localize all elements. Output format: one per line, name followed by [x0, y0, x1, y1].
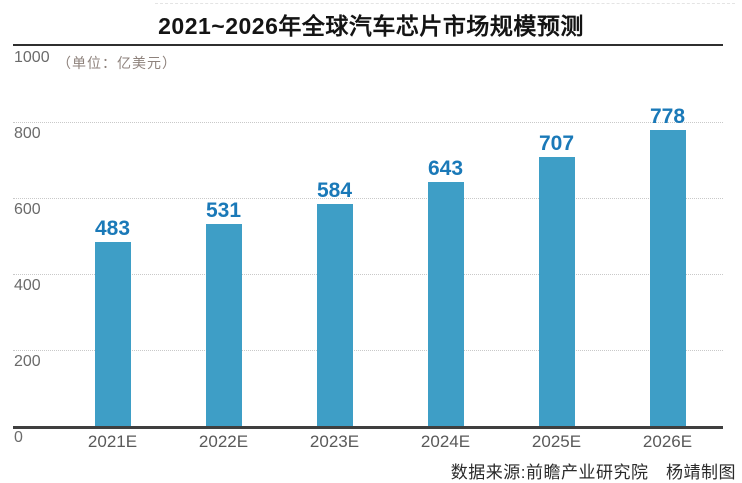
bar-2024E [427, 181, 464, 426]
bar-slot-2023E: 584 [279, 46, 390, 426]
bar-slot-2021E: 483 [57, 46, 168, 426]
x-tick-label-2025E: 2025E [531, 432, 582, 451]
gridline-200 [13, 350, 723, 351]
bar-slot-2025E: 707 [501, 46, 612, 426]
bar-value-label-2022E: 531 [205, 199, 242, 223]
source-note: 数据来源:前瞻产业研究院 杨靖制图 [450, 463, 736, 482]
bar-slot-2026E: 778 [612, 46, 723, 426]
chart-title: 2021~2026年全球汽车芯片市场规模预测 [158, 13, 584, 39]
x-tick-label-2021E: 2021E [87, 432, 138, 451]
bar-2023E [316, 204, 353, 426]
y-tick-label-200: 200 [14, 353, 41, 370]
bar-value-label-2023E: 584 [316, 179, 353, 202]
bar-slot-2024E: 643 [390, 46, 501, 426]
bar-2021E [94, 242, 131, 426]
bar-value-label-2021E: 483 [94, 217, 131, 241]
y-tick-label-600: 600 [14, 201, 41, 218]
y-tick-label-0: 0 [14, 429, 23, 446]
bar-2025E [538, 157, 575, 426]
gridline-400 [13, 274, 723, 275]
gridline-1000-title-rule [13, 44, 723, 46]
y-tick-label-1000: 1000 [14, 49, 50, 66]
bar-2022E [205, 224, 242, 426]
bar-value-label-2024E: 643 [427, 156, 464, 180]
gridline-600 [13, 198, 723, 199]
bar-value-label-2025E: 707 [538, 132, 575, 156]
bar-value-label-2026E: 778 [649, 105, 686, 129]
unit-label: （单位：亿美元） [57, 55, 177, 71]
bar-2026E [649, 130, 686, 426]
gridline-800 [13, 122, 723, 123]
top-faint-rule [155, 3, 735, 4]
plot-area: 483 531 584 643 707 778 [13, 46, 723, 429]
x-tick-label-2022E: 2022E [198, 432, 249, 451]
x-tick-label-2026E: 2026E [642, 432, 693, 451]
y-tick-label-800: 800 [14, 125, 41, 142]
bar-slot-2022E: 531 [168, 46, 279, 426]
y-tick-label-400: 400 [14, 277, 41, 294]
x-tick-label-2024E: 2024E [420, 432, 471, 451]
x-tick-label-2023E: 2023E [309, 432, 360, 451]
